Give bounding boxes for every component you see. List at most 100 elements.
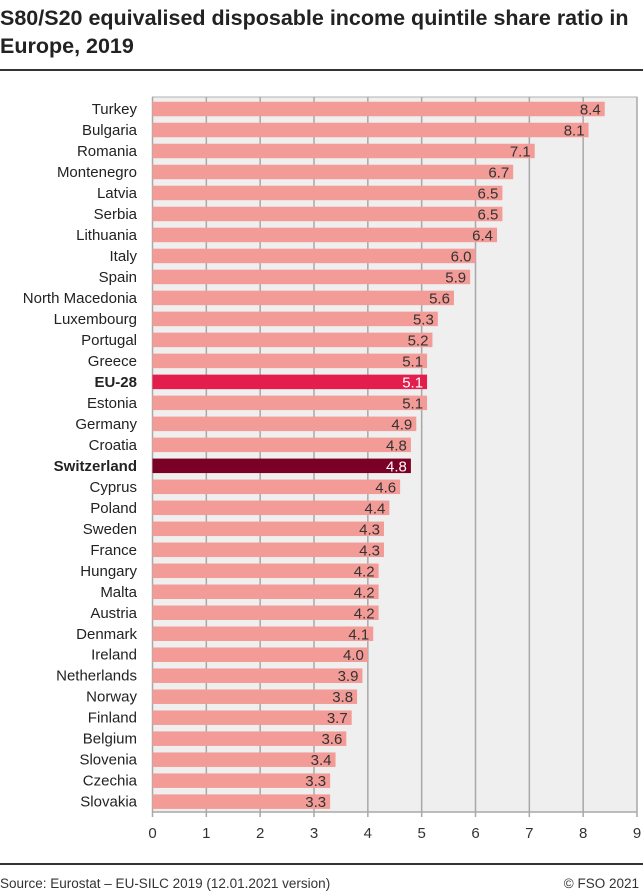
x-tick-label: 2 xyxy=(256,825,264,842)
bar xyxy=(152,395,428,411)
data-label: 4.2 xyxy=(354,584,375,601)
category-label: Luxembourg xyxy=(54,311,137,328)
data-label: 5.1 xyxy=(402,374,423,391)
source-note: Source: Eurostat – EU-SILC 2019 (12.01.2… xyxy=(0,876,331,891)
data-label: 4.2 xyxy=(354,563,375,580)
category-label: Italy xyxy=(109,248,137,265)
category-label: Czechia xyxy=(83,773,138,790)
category-label: Finland xyxy=(88,710,137,727)
data-label: 8.1 xyxy=(564,122,585,139)
data-label: 6.4 xyxy=(472,227,493,244)
bar xyxy=(152,479,401,495)
data-label: 4.6 xyxy=(375,479,396,496)
x-tick-label: 8 xyxy=(579,825,587,842)
bar xyxy=(152,311,438,327)
category-label: North Macedonia xyxy=(23,290,138,307)
bar xyxy=(152,500,390,516)
bar xyxy=(152,773,331,788)
category-label: Latvia xyxy=(97,185,138,202)
category-label: Estonia xyxy=(87,395,138,412)
category-label: France xyxy=(90,542,137,559)
category-label: Spain xyxy=(99,269,137,286)
bar xyxy=(152,206,503,222)
data-label: 4.2 xyxy=(354,605,375,622)
category-label: Turkey xyxy=(92,101,138,118)
data-label: 5.1 xyxy=(402,353,423,370)
category-label: Greece xyxy=(88,353,137,370)
category-label: Montenegro xyxy=(57,164,137,181)
bar xyxy=(152,290,454,306)
data-label: 4.8 xyxy=(386,458,407,475)
category-label: Lithuania xyxy=(76,227,138,244)
category-label: Austria xyxy=(90,605,137,622)
bar xyxy=(152,143,535,159)
category-label: Hungary xyxy=(80,563,137,580)
category-label: Sweden xyxy=(83,521,137,538)
data-label: 4.8 xyxy=(386,437,407,454)
bar xyxy=(152,647,368,662)
data-label: 3.7 xyxy=(327,710,348,727)
copyright: © FSO 2021 xyxy=(563,876,639,891)
bar xyxy=(152,731,347,746)
category-label: Bulgaria xyxy=(82,122,138,139)
data-label: 4.3 xyxy=(359,521,380,538)
data-label: 3.9 xyxy=(338,668,359,685)
data-label: 5.2 xyxy=(408,332,429,349)
category-label: Slovenia xyxy=(79,752,137,769)
category-label: Norway xyxy=(86,689,137,706)
category-label: Netherlands xyxy=(56,668,137,685)
bar xyxy=(152,269,471,285)
bar xyxy=(152,752,336,767)
data-label: 7.1 xyxy=(510,143,531,160)
data-label: 6.5 xyxy=(478,185,499,202)
category-label: Serbia xyxy=(94,206,138,223)
category-label: Portugal xyxy=(81,332,137,349)
bar xyxy=(152,521,384,537)
x-tick-label: 5 xyxy=(417,825,425,842)
bar xyxy=(152,626,374,641)
data-label: 5.3 xyxy=(413,311,434,328)
category-label: Malta xyxy=(100,584,137,601)
category-label: Belgium xyxy=(83,731,137,748)
category-label: Romania xyxy=(77,143,138,160)
bar xyxy=(152,227,498,243)
bar xyxy=(152,542,384,558)
data-label: 8.4 xyxy=(580,102,601,119)
data-label: 4.0 xyxy=(343,647,364,664)
data-label: 6.0 xyxy=(451,248,472,265)
x-tick-label: 3 xyxy=(310,825,318,842)
x-tick-label: 7 xyxy=(525,825,533,842)
data-label: 4.1 xyxy=(348,626,369,643)
category-label: Germany xyxy=(75,416,137,433)
category-label: Poland xyxy=(90,500,137,517)
bar xyxy=(152,416,417,432)
x-tick-label: 6 xyxy=(471,825,479,842)
category-label: Denmark xyxy=(76,626,137,643)
bar xyxy=(152,185,503,201)
category-label: Switzerland xyxy=(54,458,137,475)
data-label: 5.1 xyxy=(402,395,423,412)
bar xyxy=(152,374,428,390)
bar xyxy=(152,584,379,600)
bar xyxy=(152,794,331,809)
top-rule xyxy=(0,69,643,71)
bar xyxy=(152,668,363,683)
chart-title: S80/S20 equivalised disposable income qu… xyxy=(0,6,629,58)
x-tick-label: 9 xyxy=(633,825,641,842)
x-tick-label: 1 xyxy=(202,825,210,842)
bottom-rule xyxy=(0,863,643,865)
x-tick-label: 0 xyxy=(148,825,156,842)
data-label: 5.6 xyxy=(429,290,450,307)
category-label: Slovakia xyxy=(80,794,137,811)
data-label: 3.8 xyxy=(332,689,353,706)
bar xyxy=(152,437,411,453)
category-label: EU-28 xyxy=(94,374,137,391)
data-label: 4.9 xyxy=(391,416,412,433)
category-label: Ireland xyxy=(91,647,137,664)
bar xyxy=(152,332,433,348)
bar-chart: 0 1 2 3 4 5 6 7 8 9 Turkey 8.4 Bulgaria 8.1 Romania 7.1… xyxy=(23,96,641,842)
data-label: 6.7 xyxy=(488,164,509,181)
bar xyxy=(152,164,514,180)
bar xyxy=(152,248,476,264)
